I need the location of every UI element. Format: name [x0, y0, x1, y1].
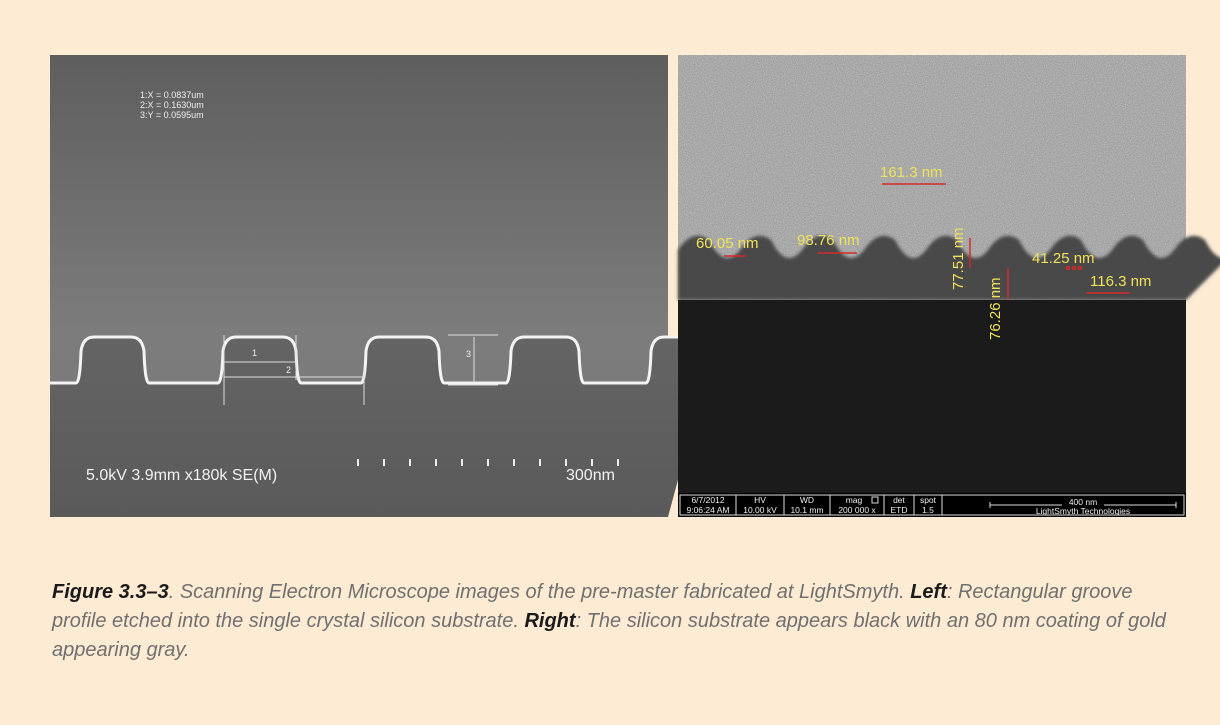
info-value: 1.5 [922, 505, 934, 515]
caption-keyword: Left [910, 581, 947, 603]
gold-coating-edge [678, 236, 1220, 300]
measurement: 1:X = 0.0837um [140, 90, 204, 100]
info-label: det [893, 495, 905, 505]
measurement: 2:X = 0.1630um [140, 100, 204, 110]
info-value: 10.00 kV [743, 505, 777, 515]
figure-images: 1:X = 0.0837um 2:X = 0.1630um 3:Y = 0.05… [0, 0, 1220, 560]
dim-label: 77.51 nm [950, 227, 967, 290]
page: 1:X = 0.0837um 2:X = 0.1630um 3:Y = 0.05… [0, 0, 1220, 725]
info-label: spot [920, 495, 937, 505]
figure-number: Figure 3.3–3 [52, 581, 169, 603]
dim-label: 60.05 nm [696, 235, 759, 252]
marker: 2 [286, 365, 291, 375]
company: LightSmyth Technologies [1036, 506, 1130, 516]
measurement: 3:Y = 0.0595um [140, 110, 204, 120]
marker: 3 [466, 349, 471, 359]
caption: Figure 3.3–3. Scanning Electron Microsco… [52, 578, 1192, 665]
info-label: WD [800, 495, 814, 505]
dim-label: 161.3 nm [880, 164, 943, 181]
dim-label: 98.76 nm [797, 232, 860, 249]
info-label: HV [754, 495, 766, 505]
info-value: 200 000 x [838, 505, 876, 515]
info-value: 9:06:24 AM [686, 505, 729, 515]
marker: 1 [252, 348, 257, 358]
dim-label: 116.3 nm [1090, 273, 1151, 290]
info-value: 10.1 mm [790, 505, 823, 515]
sem-info: 5.0kV 3.9mm x180k SE(M) [86, 467, 277, 484]
measurement-list: 1:X = 0.0837um 2:X = 0.1630um 3:Y = 0.05… [140, 90, 204, 120]
dim-label: 41.25 nm [1032, 250, 1095, 267]
silicon-substrate [678, 300, 1186, 495]
dim-label: 76.26 nm [987, 277, 1004, 340]
info-label: mag [846, 495, 863, 505]
info-bar: 6/7/2012 9:06:24 AM HV 10.00 kV WD 10.1 … [678, 493, 1186, 517]
caption-keyword: Right [524, 610, 575, 632]
info-value: ETD [891, 505, 908, 515]
caption-text: . Scanning Electron Microscope images of… [169, 581, 910, 603]
scale-label: 300nm [566, 467, 615, 484]
info-value: 6/7/2012 [691, 495, 724, 505]
